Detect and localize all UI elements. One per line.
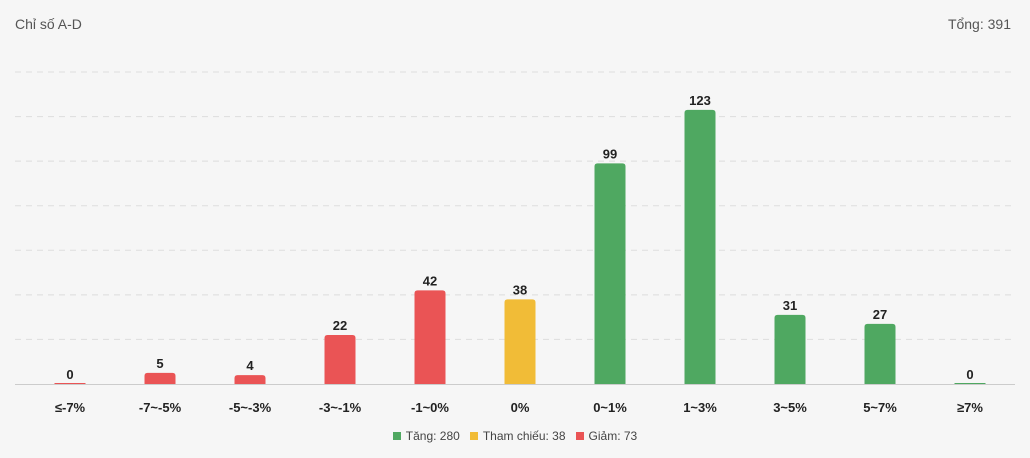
x-tick-label: -1~0% — [411, 400, 449, 415]
legend-label-down: Giảm: 73 — [588, 429, 638, 443]
bar-0 — [54, 383, 86, 384]
legend-label-up: Tăng: 280 — [405, 429, 460, 443]
legend-swatch-down — [575, 432, 584, 440]
bar-6 — [594, 163, 626, 384]
legend-item-ref[interactable]: Tham chiếu: 38 — [469, 429, 566, 443]
data-label: 4 — [246, 358, 254, 373]
x-tick-label: ≤-7% — [55, 400, 86, 415]
data-label: 22 — [333, 318, 347, 333]
x-tick-label: 0~1% — [593, 400, 627, 415]
bar-7 — [684, 109, 716, 384]
bar-4 — [414, 290, 446, 384]
bar-10 — [954, 383, 986, 384]
data-label: 31 — [783, 298, 797, 313]
bar-5 — [504, 299, 536, 384]
bar-9 — [864, 323, 896, 384]
data-label: 0 — [66, 367, 73, 382]
data-label: 42 — [423, 273, 437, 288]
bar-1 — [144, 372, 176, 384]
bar-3 — [324, 334, 356, 384]
legend-swatch-up — [392, 432, 401, 440]
data-label: 27 — [873, 307, 887, 322]
x-tick-label: -5~-3% — [229, 400, 272, 415]
x-tick-label: 3~5% — [773, 400, 807, 415]
data-label: 123 — [689, 93, 711, 108]
bar-8 — [774, 314, 806, 384]
data-label: 0 — [966, 367, 973, 382]
chart-legend: Tăng: 280 Tham chiếu: 38 Giảm: 73 — [0, 429, 1030, 443]
legend-swatch-ref — [469, 432, 478, 440]
legend-label-ref: Tham chiếu: 38 — [482, 429, 566, 443]
legend-item-up[interactable]: Tăng: 280 — [392, 429, 460, 443]
data-label: 38 — [513, 282, 527, 297]
x-tick-label: -7~-5% — [139, 400, 182, 415]
data-label: 5 — [156, 356, 163, 371]
legend-item-down[interactable]: Giảm: 73 — [575, 429, 638, 443]
x-tick-label: -3~-1% — [319, 400, 362, 415]
x-tick-label: 0% — [511, 400, 530, 415]
bar-2 — [234, 375, 266, 384]
chart-title: Chỉ số A-D — [15, 16, 82, 32]
ad-bar-chart: 0 ≤-7% 5 -7~-5% 4 -5~-3% 22 -3~-1% 42 -1~0% 38 0% 99… — [15, 71, 1015, 415]
x-tick-label: 5~7% — [863, 400, 897, 415]
x-tick-label: ≥7% — [957, 400, 983, 415]
x-tick-label: 1~3% — [683, 400, 717, 415]
data-label: 99 — [603, 146, 617, 161]
total-count: Tổng: 391 — [947, 16, 1011, 32]
